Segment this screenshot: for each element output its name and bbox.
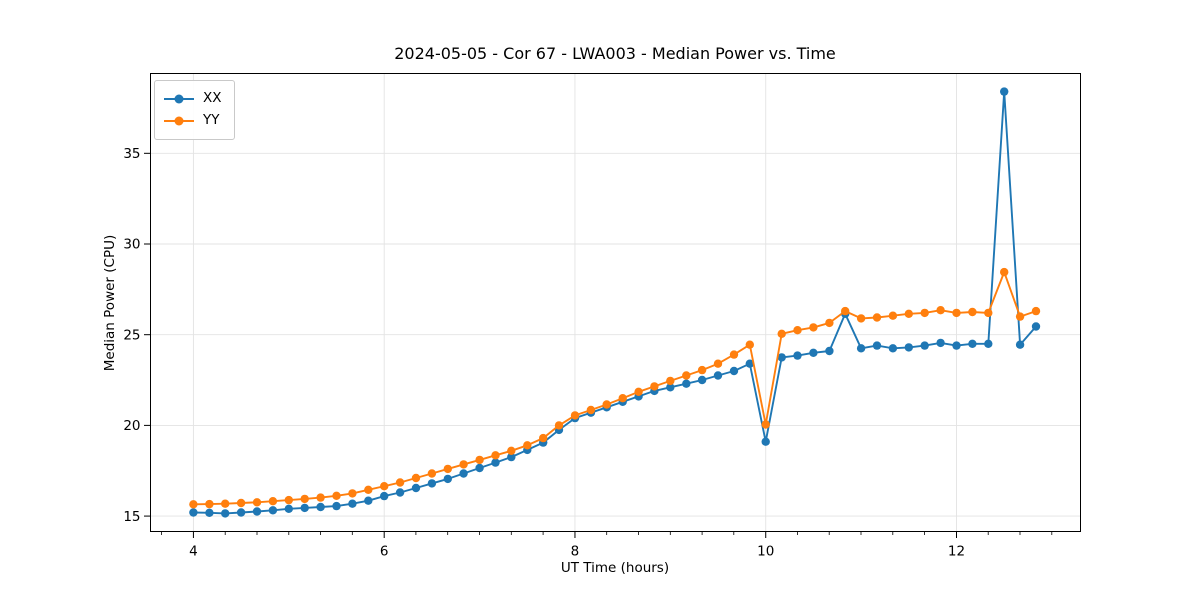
yy-line-marker-sample xyxy=(164,116,194,126)
x-axis-label: UT Time (hours) xyxy=(560,560,670,576)
legend-item-xx: XX xyxy=(164,88,222,110)
svg-text:6: 6 xyxy=(380,544,389,560)
svg-text:12: 12 xyxy=(948,544,965,560)
svg-text:10: 10 xyxy=(757,544,774,560)
yy-marker-dot xyxy=(174,116,184,126)
chart-title: 2024-05-05 - Cor 67 - LWA003 - Median Po… xyxy=(394,44,836,63)
svg-text:35: 35 xyxy=(123,146,140,162)
svg-text:4: 4 xyxy=(189,544,198,560)
svg-text:20: 20 xyxy=(123,418,140,434)
svg-text:15: 15 xyxy=(123,509,140,525)
y-axis-label: Median Power (CPU) xyxy=(102,234,118,372)
svg-text:8: 8 xyxy=(571,544,580,560)
svg-text:30: 30 xyxy=(123,237,140,253)
legend-label-xx: XX xyxy=(203,90,222,107)
legend-item-yy: YY xyxy=(164,110,222,132)
xx-line-marker-sample xyxy=(164,94,194,104)
svg-text:25: 25 xyxy=(123,327,140,343)
legend-label-yy: YY xyxy=(203,112,220,129)
legend: XX YY xyxy=(154,80,235,140)
xx-marker-dot xyxy=(174,94,184,104)
